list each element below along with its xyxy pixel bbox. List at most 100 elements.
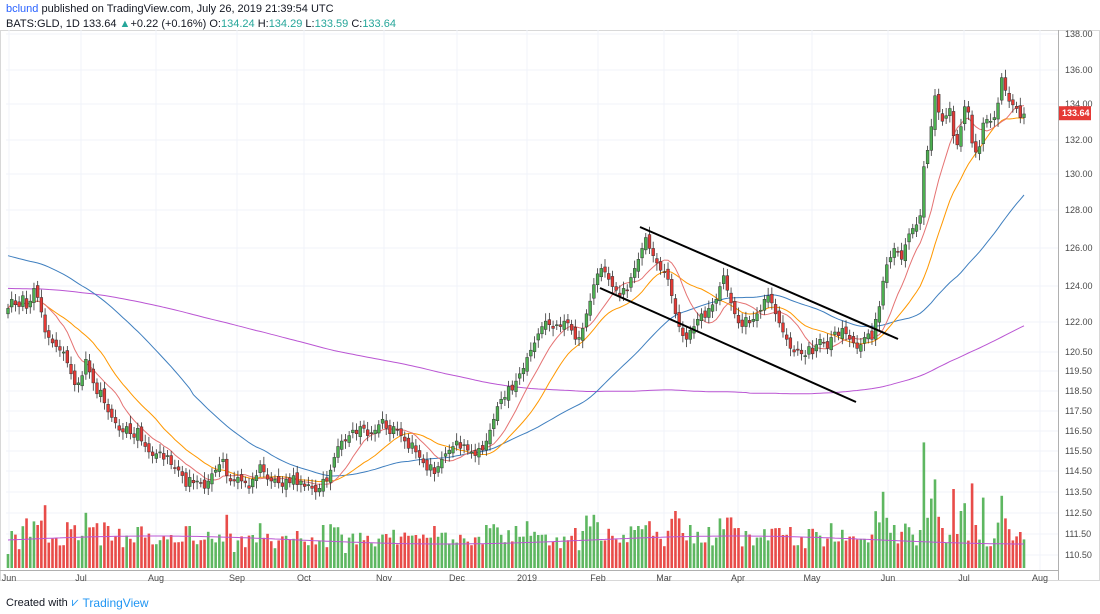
volume-bar <box>195 544 199 568</box>
time-tick-label: Sep <box>229 573 245 583</box>
volume-bar <box>407 535 410 568</box>
candle-body <box>54 339 58 347</box>
candle-body <box>796 348 800 351</box>
volume-bar <box>918 530 922 568</box>
candle-body <box>562 320 566 330</box>
volume-bar <box>585 515 588 568</box>
volume-bar <box>106 526 110 568</box>
volume-bar <box>707 527 711 568</box>
candle-body <box>188 477 192 487</box>
volume-bar <box>77 540 80 568</box>
volume-bar <box>358 532 362 568</box>
candle-body <box>536 333 540 341</box>
volume-bar <box>770 528 774 568</box>
candle-body <box>488 429 492 445</box>
candle-body <box>417 450 422 458</box>
time-tick-label: Aug <box>148 573 164 583</box>
candle-body <box>13 300 18 306</box>
volume-ma-line <box>7 535 1024 545</box>
volume-bar <box>870 534 874 568</box>
volume-bar <box>425 537 429 568</box>
candle-body <box>640 248 644 259</box>
volume-bar <box>911 534 915 568</box>
time-tick-label: Nov <box>376 573 393 583</box>
price-tick-label: 122.00 <box>1065 317 1093 327</box>
candle-body <box>232 479 236 482</box>
low-label: L: <box>305 18 315 30</box>
volume-bar <box>993 538 996 568</box>
candle-body <box>762 299 767 311</box>
volume-bar <box>1018 532 1022 568</box>
candle-body <box>429 464 433 471</box>
candle-body <box>899 250 904 260</box>
chart-header: bclund published on TradingView.com, Jul… <box>6 2 396 32</box>
volume-bar <box>188 526 191 568</box>
price-tick-label: 119.50 <box>1065 366 1092 376</box>
footer: Created with ⩗ TradingView <box>6 595 149 610</box>
volume-bar <box>21 526 25 568</box>
volume-bar <box>218 534 221 568</box>
candle-body <box>777 310 781 324</box>
volume-bar <box>266 533 269 568</box>
volume-bar <box>718 518 722 568</box>
candle-body <box>573 327 577 340</box>
volume-bar <box>414 535 418 568</box>
candle-body <box>191 480 196 484</box>
volume-bar <box>444 532 447 568</box>
candle-body <box>992 117 996 121</box>
candle-body <box>725 275 730 291</box>
volume-bar <box>989 546 992 568</box>
ma-20-line <box>7 117 1025 483</box>
candle-body <box>95 382 99 395</box>
candle-body <box>658 261 663 271</box>
volume-bar <box>711 545 714 568</box>
candle-body <box>629 277 633 288</box>
volume-bar <box>525 521 529 568</box>
tradingview-brand[interactable]: TradingView <box>82 595 149 610</box>
author-link[interactable]: bclund <box>6 3 39 15</box>
volume-bar <box>826 538 829 568</box>
candle-body <box>251 478 255 488</box>
volume-bar <box>759 537 763 568</box>
candle-body <box>855 342 859 349</box>
close-value: 133.64 <box>362 18 396 30</box>
volume-bar <box>381 534 384 568</box>
volume-bar <box>633 530 636 568</box>
volume-bar <box>318 540 321 568</box>
candle-body <box>988 120 993 123</box>
candle-body <box>162 453 166 460</box>
candle-body <box>710 304 715 312</box>
candle-body <box>755 313 759 321</box>
candle-body <box>377 424 381 434</box>
volume-bar <box>651 535 655 568</box>
candle-body <box>273 478 277 483</box>
candle-body <box>1018 105 1022 118</box>
candle-body <box>80 375 84 387</box>
candle-body <box>469 451 474 454</box>
candle-body <box>43 314 47 333</box>
volume-bar <box>459 534 462 568</box>
candle-body <box>881 280 885 306</box>
volume-bar <box>818 535 822 568</box>
volume-bar <box>722 529 725 568</box>
volume-bar <box>173 542 177 568</box>
volume-bar <box>214 542 217 568</box>
price-tick-label: 138.00 <box>1065 29 1093 39</box>
candle-body <box>1022 113 1026 118</box>
volume-bar <box>462 538 466 568</box>
candle-body <box>199 482 203 484</box>
candle-body <box>258 464 262 473</box>
volume-bar <box>6 554 10 568</box>
volume-bar <box>566 540 570 568</box>
price-tick-label: 134.00 <box>1065 99 1093 109</box>
candle-body <box>844 326 848 335</box>
volume-bar <box>51 538 54 568</box>
candle-body <box>885 264 889 283</box>
volume-bar <box>744 531 748 568</box>
volume-bar <box>166 539 169 568</box>
candle-body <box>829 337 833 351</box>
volume-bar <box>510 541 514 568</box>
candle-body <box>799 349 804 355</box>
volume-bar <box>774 528 777 568</box>
